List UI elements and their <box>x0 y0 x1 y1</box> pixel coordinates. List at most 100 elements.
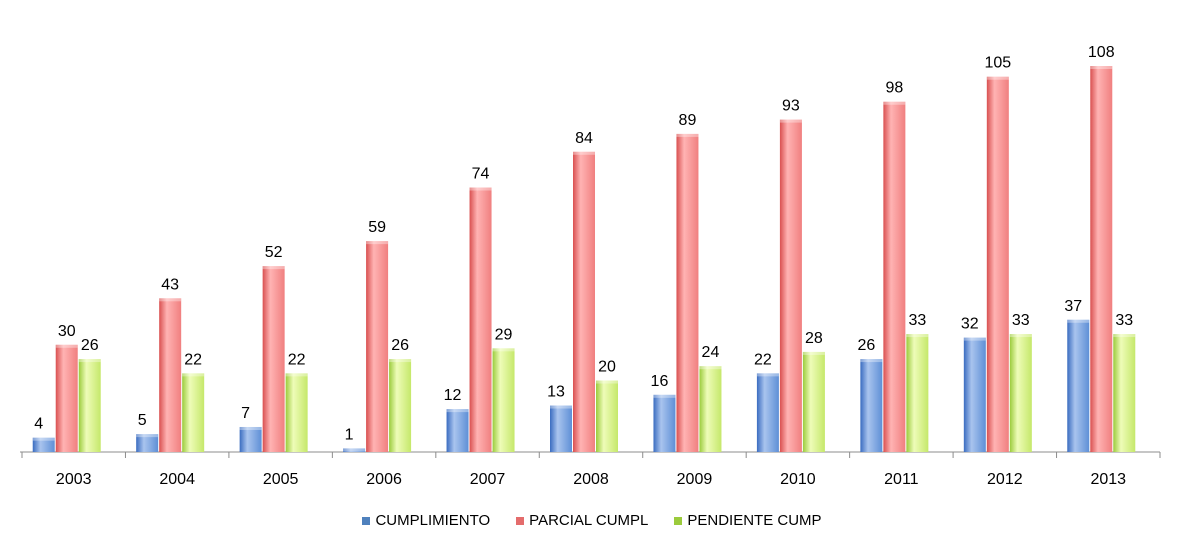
bar-highlight <box>366 241 389 245</box>
x-tick-label: 2005 <box>263 471 299 488</box>
data-label: 20 <box>598 359 616 376</box>
bar-highlight <box>182 373 205 377</box>
data-label: 7 <box>241 405 250 422</box>
data-label: 26 <box>391 337 409 354</box>
data-label: 26 <box>857 337 875 354</box>
bar-parcial-cumpl <box>469 187 492 452</box>
legend-swatch-parcial-cumpl <box>516 516 525 525</box>
legend-item-parcial-cumpl: PARCIAL CUMPL <box>516 512 648 529</box>
bar-pendiente-cump <box>285 373 308 452</box>
bar-cumplimiento <box>1067 319 1090 452</box>
bar-highlight <box>55 344 78 348</box>
legend-label-parcial-cumpl: PARCIAL CUMPL <box>529 512 649 529</box>
bar-cumplimiento <box>963 337 986 452</box>
bar-cumplimiento <box>756 373 779 452</box>
x-tick-label: 2012 <box>987 471 1023 488</box>
legend-label-pendiente-cump: PENDIENTE CUMP <box>687 512 822 529</box>
bar-highlight <box>285 373 308 377</box>
data-label: 22 <box>754 351 772 368</box>
bar-cumplimiento <box>653 394 676 452</box>
data-label: 33 <box>1115 312 1133 329</box>
bar-parcial-cumpl <box>159 298 182 452</box>
bar-cumplimiento <box>343 448 366 452</box>
bar-cumplimiento <box>136 434 159 452</box>
data-label: 13 <box>547 384 565 401</box>
data-label: 12 <box>444 387 462 404</box>
data-label: 1 <box>345 426 354 443</box>
bar-pendiente-cump <box>699 366 722 452</box>
bar-pendiente-cump <box>596 380 618 452</box>
bar-highlight <box>963 337 986 341</box>
bar-highlight <box>389 359 412 363</box>
bar-highlight <box>136 434 159 438</box>
data-label: 93 <box>782 98 800 115</box>
x-tick-label: 2010 <box>780 471 816 488</box>
bar-highlight <box>1090 66 1113 69</box>
bar-pendiente-cump <box>906 334 929 452</box>
data-label: 24 <box>702 344 720 361</box>
data-label: 43 <box>161 276 179 293</box>
bar-highlight <box>573 151 595 155</box>
bar-pendiente-cump <box>78 359 101 452</box>
bar-highlight <box>699 366 722 370</box>
x-tick-label: 2007 <box>470 471 506 488</box>
bar-cumplimiento <box>446 409 469 452</box>
data-label: 37 <box>1064 298 1082 315</box>
data-label: 5 <box>138 412 147 429</box>
bar-highlight <box>906 334 929 338</box>
bar-cumplimiento <box>860 359 883 452</box>
bar-parcial-cumpl <box>1090 66 1113 452</box>
bar-highlight <box>469 187 492 191</box>
bar-parcial-cumpl <box>573 151 595 452</box>
bar-pendiente-cump <box>492 348 515 452</box>
bar-pendiente-cump <box>182 373 205 452</box>
data-label: 16 <box>651 373 669 390</box>
bar-highlight <box>550 405 572 409</box>
bar-pendiente-cump <box>802 351 825 452</box>
bar-highlight <box>1067 319 1090 323</box>
bar-highlight <box>1113 334 1136 338</box>
legend-item-pendiente-cump: PENDIENTE CUMP <box>674 512 822 529</box>
data-label: 52 <box>265 244 283 261</box>
x-tick-label: 2009 <box>677 471 713 488</box>
bar-highlight <box>262 266 285 270</box>
bar-parcial-cumpl <box>676 133 699 452</box>
bar-highlight <box>779 119 802 123</box>
data-label: 105 <box>984 55 1011 72</box>
bar-highlight <box>1009 334 1032 338</box>
legend: CUMPLIMIENTO PARCIAL CUMPL PENDIENTE CUM… <box>0 512 1184 529</box>
bar-highlight <box>676 133 699 137</box>
legend-label-cumplimiento: CUMPLIMIENTO <box>375 512 491 529</box>
bar-pendiente-cump <box>1113 334 1136 452</box>
bar-highlight <box>802 351 825 355</box>
data-label: 22 <box>288 351 306 368</box>
bar-pendiente-cump <box>389 359 412 452</box>
bar-highlight <box>986 76 1009 80</box>
data-label: 74 <box>472 166 490 183</box>
data-label: 59 <box>368 219 386 236</box>
data-label: 89 <box>679 112 697 129</box>
data-label: 22 <box>184 351 202 368</box>
bar-highlight <box>32 437 55 441</box>
legend-swatch-cumplimiento <box>362 516 371 525</box>
bar-highlight <box>653 394 676 398</box>
bar-highlight <box>239 426 262 430</box>
data-label: 30 <box>58 323 76 340</box>
bar-parcial-cumpl <box>779 119 802 452</box>
data-label: 108 <box>1088 44 1115 61</box>
legend-item-cumplimiento: CUMPLIMIENTO <box>362 512 490 529</box>
data-label: 29 <box>495 326 513 343</box>
data-label: 32 <box>961 316 979 333</box>
data-label: 33 <box>908 312 926 329</box>
bar-cumplimiento <box>239 426 262 452</box>
bar-cumplimiento <box>550 405 572 452</box>
data-label: 98 <box>885 80 903 97</box>
data-label: 28 <box>805 330 823 347</box>
data-label: 84 <box>575 130 593 147</box>
bar-highlight <box>159 298 182 302</box>
bar-highlight <box>756 373 779 377</box>
bar-highlight <box>883 101 906 105</box>
data-label: 4 <box>34 416 43 433</box>
data-label: 33 <box>1012 312 1030 329</box>
